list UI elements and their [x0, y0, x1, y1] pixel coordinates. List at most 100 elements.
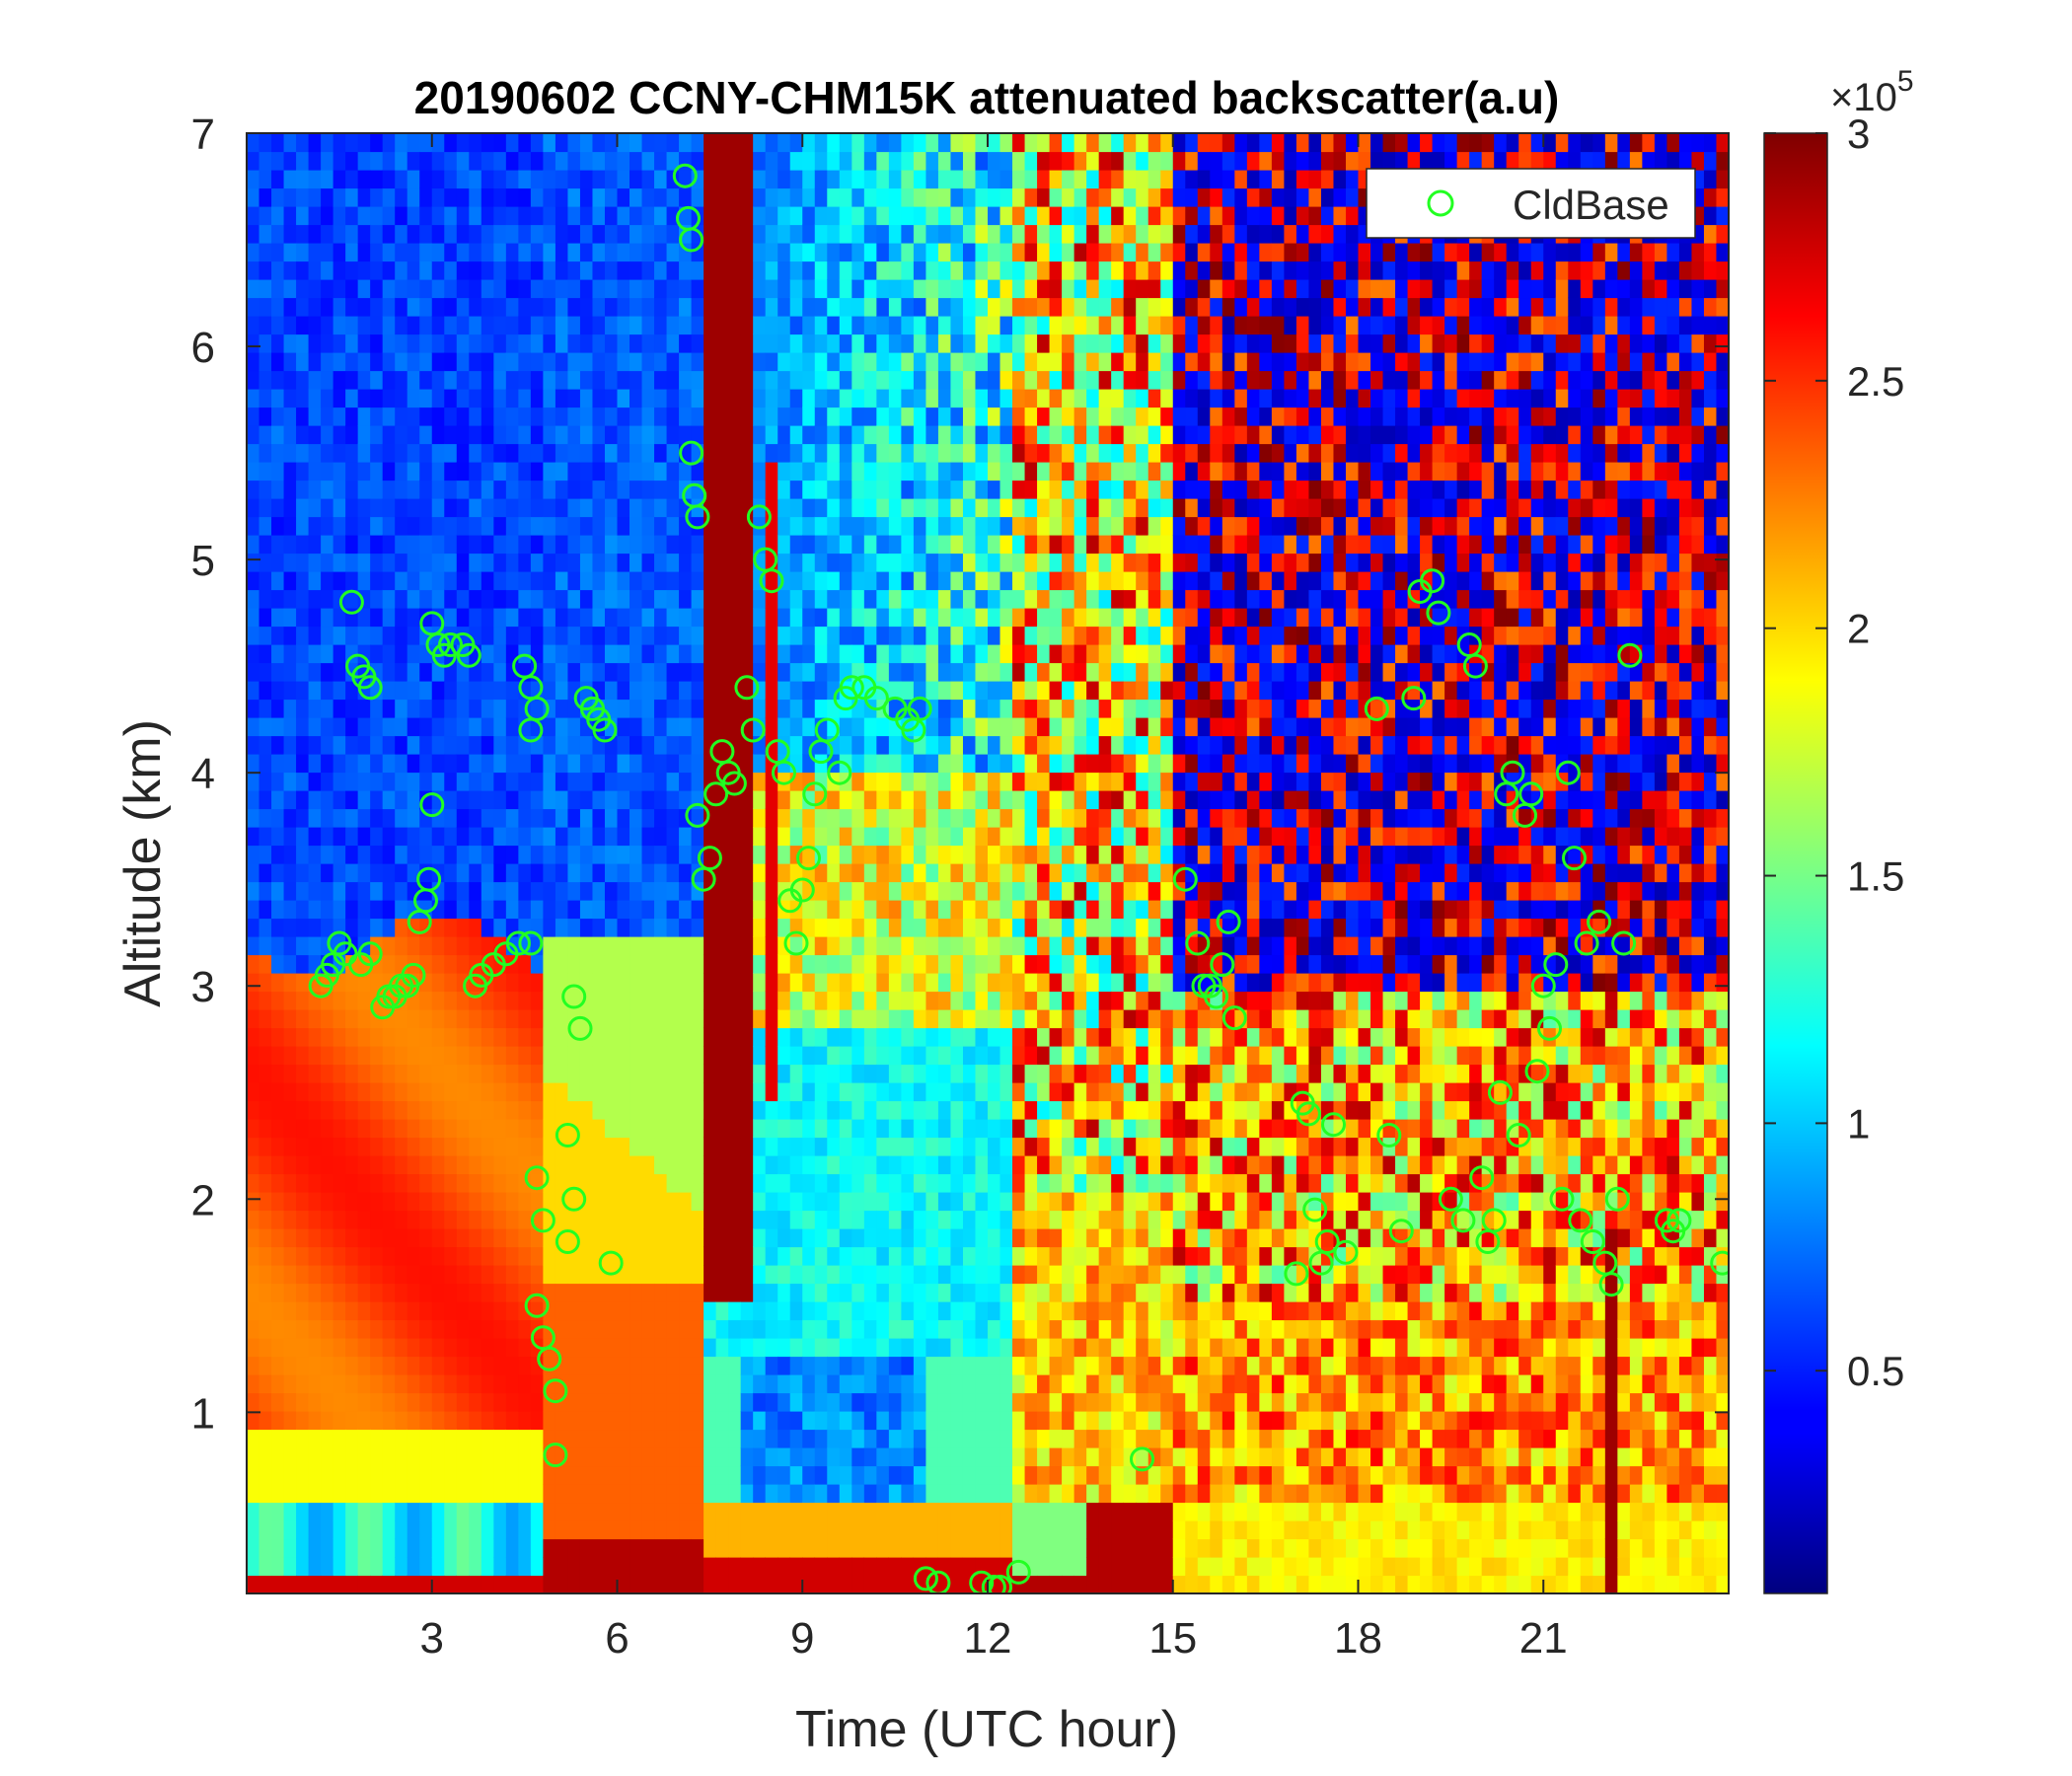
heatmap-cell — [703, 279, 717, 299]
heatmap-cell — [604, 1502, 619, 1521]
heatmap-cell — [666, 462, 680, 481]
heatmap-cell — [382, 608, 396, 628]
heatmap-cell — [345, 699, 359, 718]
heatmap-cell — [876, 1301, 890, 1321]
heatmap-cell — [321, 443, 334, 463]
heatmap-cell — [666, 790, 680, 810]
heatmap-cell — [888, 808, 902, 828]
heatmap-cell — [382, 790, 396, 810]
heatmap-cell — [617, 662, 630, 682]
heatmap-cell — [876, 1210, 890, 1229]
heatmap-cell — [357, 845, 371, 864]
heatmap-cell — [530, 333, 544, 353]
heatmap-cell — [975, 1228, 989, 1248]
heatmap-cell — [518, 133, 532, 153]
heatmap-cell — [370, 297, 384, 317]
heatmap-cell — [999, 1100, 1013, 1120]
heatmap-cell — [543, 900, 556, 920]
heatmap-cell — [950, 1319, 964, 1339]
heatmap-cell — [715, 1557, 729, 1577]
heatmap-cell — [641, 900, 655, 920]
heatmap-cell — [988, 370, 1001, 390]
heatmap-cell — [518, 754, 532, 774]
heatmap-cell — [814, 206, 828, 226]
heatmap-cell — [827, 443, 841, 463]
heatmap-cell — [518, 1100, 532, 1120]
heatmap-cell — [863, 644, 877, 664]
heatmap-cell — [407, 1265, 420, 1285]
heatmap-cell — [604, 589, 619, 609]
heatmap-cell — [530, 407, 544, 426]
heatmap-cell — [370, 1447, 384, 1467]
heatmap-cell — [370, 1319, 384, 1339]
heatmap-cell — [888, 1082, 902, 1102]
heatmap-cell — [469, 333, 482, 353]
heatmap-cell — [357, 699, 371, 718]
heatmap-cell — [765, 243, 778, 262]
heatmap-cell — [863, 279, 877, 299]
heatmap-cell — [839, 333, 852, 353]
heatmap-cell — [666, 1338, 680, 1358]
heatmap-cell — [691, 1447, 704, 1467]
heatmap-cell — [456, 498, 470, 518]
heatmap-cell — [493, 243, 507, 262]
heatmap-cell — [530, 900, 544, 920]
heatmap-cell — [370, 1192, 384, 1212]
heatmap-cell — [629, 1429, 643, 1448]
heatmap-cell — [345, 1210, 359, 1229]
heatmap-cell — [753, 170, 767, 189]
heatmap-cell — [555, 535, 569, 555]
heatmap-cell — [604, 1447, 619, 1467]
heatmap-cell — [456, 443, 470, 463]
heatmap-cell — [579, 1173, 594, 1193]
heatmap-cell — [555, 936, 569, 956]
heatmap-cell — [925, 260, 939, 280]
heatmap-cell — [345, 1338, 359, 1358]
heatmap-cell — [382, 224, 396, 244]
heatmap-cell — [901, 352, 915, 372]
heatmap-cell — [321, 863, 334, 883]
heatmap-cell — [913, 772, 927, 791]
heatmap-cell — [271, 1411, 285, 1431]
heatmap-cell — [370, 1173, 384, 1193]
heatmap-cell — [839, 991, 852, 1010]
heatmap-cell — [950, 333, 964, 353]
heatmap-cell — [691, 1027, 704, 1047]
heatmap-cell — [382, 133, 396, 153]
heatmap-cell — [715, 535, 729, 555]
heatmap-cell — [950, 243, 964, 262]
heatmap-cell — [530, 1411, 544, 1431]
heatmap-cell — [691, 644, 704, 664]
heatmap-cell — [937, 1392, 952, 1412]
heatmap-cell — [975, 535, 989, 555]
heatmap-cell — [370, 808, 384, 828]
heatmap-cell — [975, 1429, 989, 1448]
heatmap-cell — [283, 535, 297, 555]
heatmap-cell — [814, 425, 828, 445]
heatmap-cell — [715, 973, 729, 993]
heatmap-cell — [728, 808, 742, 828]
heatmap-cell — [901, 1100, 915, 1120]
heatmap-cell — [283, 370, 297, 390]
heatmap-cell — [629, 297, 643, 317]
heatmap-cell — [567, 1192, 581, 1212]
heatmap-cell — [827, 1338, 841, 1358]
heatmap-cell — [333, 589, 346, 609]
heatmap-cell — [419, 279, 433, 299]
heatmap-cell — [691, 918, 704, 937]
heatmap-cell — [296, 881, 310, 901]
heatmap-cell — [753, 370, 767, 390]
heatmap-cell — [456, 187, 470, 207]
heatmap-cell — [382, 553, 396, 572]
heatmap-cell — [950, 1082, 964, 1102]
heatmap-cell — [913, 297, 927, 317]
heatmap-cell — [505, 1319, 519, 1339]
heatmap-cell — [604, 1484, 619, 1504]
heatmap-cell — [296, 1411, 310, 1431]
heatmap-cell — [469, 1575, 482, 1593]
heatmap-cell — [271, 1064, 285, 1083]
heatmap-cell — [937, 133, 952, 153]
heatmap-cell — [937, 462, 952, 481]
heatmap-cell — [888, 1027, 902, 1047]
heatmap-cell — [617, 1228, 630, 1248]
